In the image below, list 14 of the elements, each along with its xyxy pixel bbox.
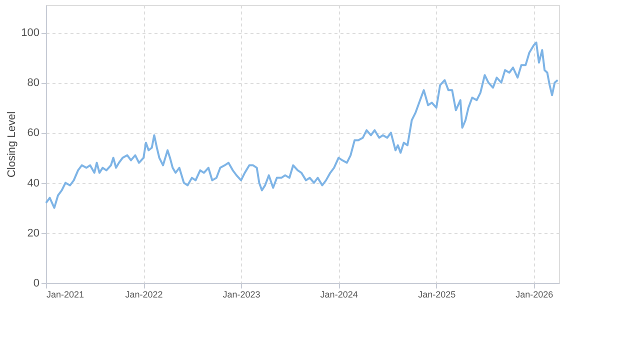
y-tick-label: 60 (27, 127, 40, 140)
y-tick-label: 40 (27, 177, 40, 190)
x-tick-label: Jan-2024 (320, 290, 358, 300)
y-tick-label: 0 (33, 278, 40, 290)
x-tick-label: Jan-2021 (46, 290, 84, 300)
line-series (45, 42, 559, 209)
y-axis-title: Closing Level (6, 111, 18, 178)
y-tick-label: 20 (27, 227, 40, 240)
x-tick-label: Jan-2023 (222, 290, 260, 300)
x-tick-label: Jan-2022 (125, 290, 163, 300)
y-tick-label: 80 (27, 77, 40, 90)
x-tick-label: Jan-2025 (418, 290, 456, 300)
y-tick-label: 100 (21, 27, 40, 40)
x-tick-label: Jan-2026 (516, 290, 554, 300)
